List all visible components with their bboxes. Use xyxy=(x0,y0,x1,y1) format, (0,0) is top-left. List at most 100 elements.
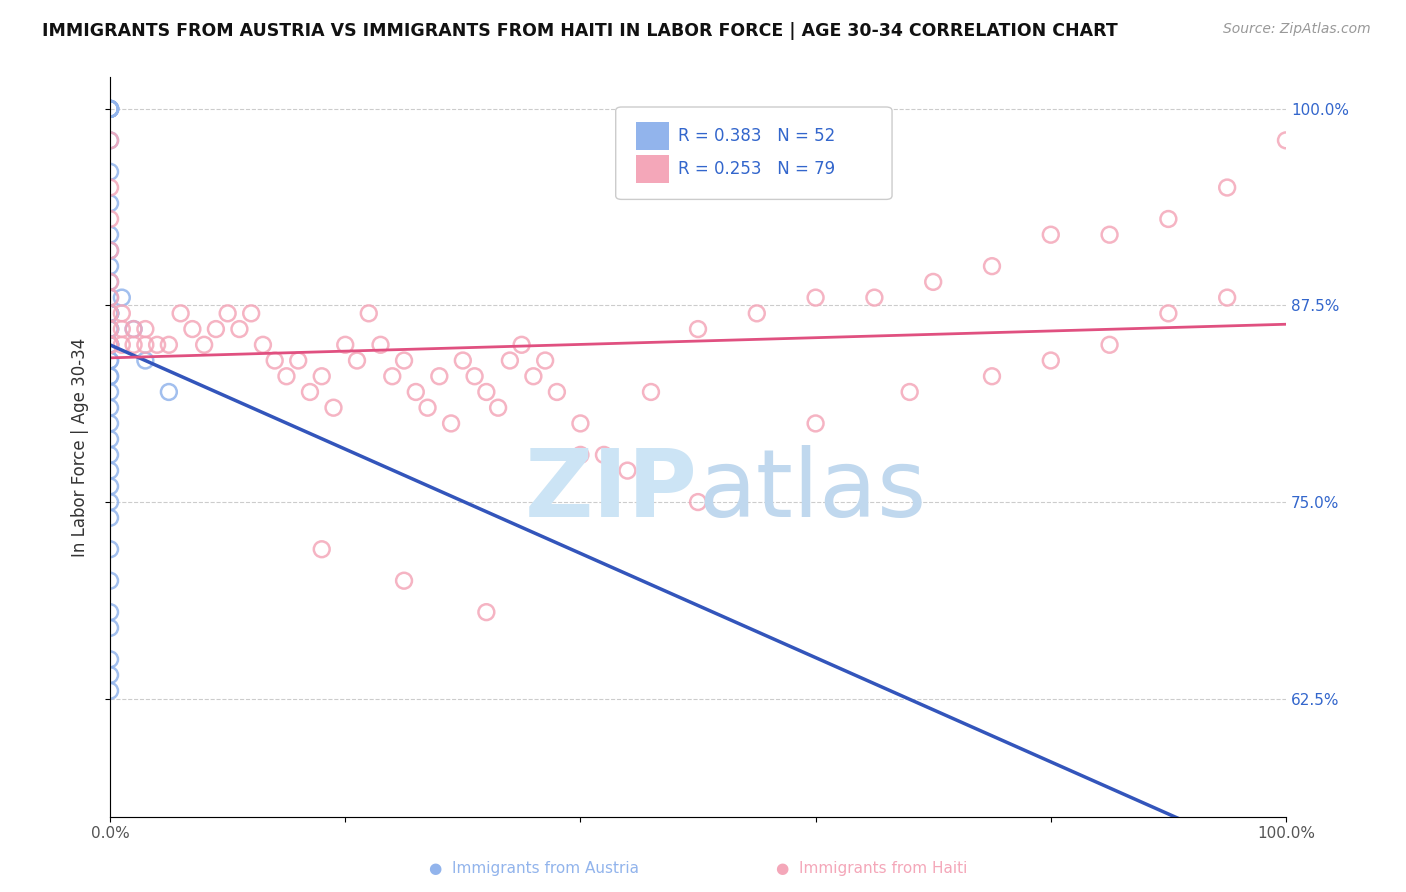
Point xyxy=(98,338,121,352)
Point xyxy=(98,102,121,116)
Point xyxy=(298,384,321,399)
Point xyxy=(98,244,121,258)
Point xyxy=(981,369,1004,384)
Point xyxy=(98,322,121,336)
Point xyxy=(157,384,180,399)
Point xyxy=(392,353,415,368)
Bar xyxy=(636,155,669,183)
Point xyxy=(98,291,121,305)
Point xyxy=(569,448,592,462)
Point xyxy=(98,306,121,320)
Point xyxy=(98,259,121,273)
Point xyxy=(98,102,121,116)
Point xyxy=(98,306,121,320)
Point xyxy=(122,322,145,336)
Y-axis label: In Labor Force | Age 30-34: In Labor Force | Age 30-34 xyxy=(72,337,89,557)
Point xyxy=(804,417,827,431)
Point xyxy=(98,668,121,682)
Point xyxy=(98,510,121,524)
Point xyxy=(534,353,557,368)
Point xyxy=(122,338,145,352)
Point xyxy=(98,338,121,352)
Text: R = 0.253   N = 79: R = 0.253 N = 79 xyxy=(678,160,835,178)
Point xyxy=(98,338,121,352)
Point xyxy=(98,102,121,116)
Point xyxy=(898,384,921,399)
Point xyxy=(98,196,121,211)
Point xyxy=(98,322,121,336)
Point xyxy=(440,417,463,431)
Point xyxy=(169,306,191,320)
Point xyxy=(98,306,121,320)
Point xyxy=(98,464,121,478)
Point xyxy=(111,306,134,320)
Point xyxy=(522,369,544,384)
Point xyxy=(98,102,121,116)
Point xyxy=(451,353,474,368)
Point xyxy=(98,102,121,116)
Point xyxy=(98,479,121,493)
Point xyxy=(1098,338,1121,352)
Point xyxy=(98,165,121,179)
Point xyxy=(98,291,121,305)
Point xyxy=(1157,306,1180,320)
Point xyxy=(98,574,121,588)
Text: atlas: atlas xyxy=(697,445,927,537)
Point xyxy=(335,338,357,352)
Point xyxy=(146,338,169,352)
Point xyxy=(98,338,121,352)
Point xyxy=(1216,180,1239,194)
Point xyxy=(1098,227,1121,242)
Bar xyxy=(636,122,669,150)
Point xyxy=(475,605,498,619)
Point xyxy=(311,369,333,384)
Point xyxy=(98,369,121,384)
Text: R = 0.383   N = 52: R = 0.383 N = 52 xyxy=(678,127,835,145)
Point xyxy=(98,338,121,352)
Point xyxy=(98,417,121,431)
Point xyxy=(593,448,616,462)
Point xyxy=(98,102,121,116)
Point xyxy=(686,495,709,509)
Point xyxy=(98,542,121,557)
Point xyxy=(427,369,450,384)
Text: Source: ZipAtlas.com: Source: ZipAtlas.com xyxy=(1223,22,1371,37)
Point xyxy=(252,338,274,352)
Point xyxy=(1216,291,1239,305)
Point xyxy=(98,401,121,415)
Point xyxy=(98,448,121,462)
Point xyxy=(1275,133,1298,147)
Point xyxy=(263,353,285,368)
Point xyxy=(804,291,827,305)
Point xyxy=(98,605,121,619)
Point xyxy=(98,227,121,242)
Point xyxy=(228,322,250,336)
Point xyxy=(686,322,709,336)
Point xyxy=(475,384,498,399)
Text: ●  Immigrants from Austria: ● Immigrants from Austria xyxy=(429,861,640,876)
Point xyxy=(98,306,121,320)
Point xyxy=(111,322,134,336)
Point xyxy=(922,275,945,289)
Point xyxy=(1157,211,1180,226)
Point xyxy=(405,384,427,399)
Point xyxy=(181,322,204,336)
Point xyxy=(98,322,121,336)
Point xyxy=(111,338,134,352)
FancyBboxPatch shape xyxy=(616,107,891,200)
Point xyxy=(98,338,121,352)
Point xyxy=(134,338,156,352)
Point xyxy=(98,102,121,116)
Text: ZIP: ZIP xyxy=(526,445,697,537)
Point xyxy=(416,401,439,415)
Point xyxy=(357,306,380,320)
Point xyxy=(98,211,121,226)
Point xyxy=(98,353,121,368)
Point xyxy=(157,338,180,352)
Point xyxy=(98,180,121,194)
Point xyxy=(98,275,121,289)
Point xyxy=(193,338,215,352)
Point xyxy=(392,574,415,588)
Point xyxy=(981,259,1004,273)
Point xyxy=(98,652,121,666)
